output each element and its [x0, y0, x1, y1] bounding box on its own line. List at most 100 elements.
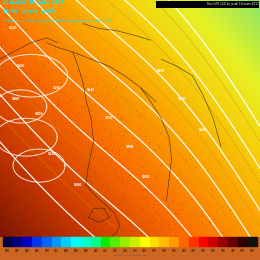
- Point: [35, 97, 39, 101]
- Text: Copyright (c) Piété Météorologie: Copyright (c) Piété Météorologie: [113, 254, 147, 256]
- Point: [44, 161, 48, 165]
- Point: [9, 192, 13, 196]
- Point: [117, 216, 121, 220]
- Point: [161, 197, 165, 201]
- Point: [56, 226, 61, 230]
- Point: [120, 133, 125, 138]
- Point: [83, 159, 87, 163]
- Point: [65, 32, 69, 37]
- Point: [43, 154, 47, 158]
- Point: [56, 179, 60, 183]
- Point: [145, 195, 149, 199]
- Point: [98, 228, 102, 232]
- Point: [32, 186, 36, 190]
- Point: [117, 149, 121, 153]
- Point: [85, 173, 89, 177]
- Point: [119, 197, 123, 201]
- Bar: [199, 237, 209, 246]
- Point: [0, 46, 4, 50]
- Point: [47, 218, 51, 222]
- Bar: [179, 237, 189, 246]
- Point: [40, 108, 44, 113]
- Point: [14, 145, 18, 149]
- Point: [116, 202, 120, 206]
- Point: [119, 225, 123, 229]
- Point: [54, 161, 58, 166]
- Point: [67, 179, 71, 183]
- Point: [28, 71, 32, 75]
- Point: [6, 146, 10, 151]
- Point: [0, 51, 4, 55]
- Point: [116, 112, 120, 116]
- Point: [200, 231, 204, 235]
- Point: [40, 186, 44, 190]
- Point: [13, 210, 17, 214]
- Point: [56, 175, 60, 179]
- Point: [58, 140, 63, 145]
- Point: [188, 157, 192, 161]
- Point: [148, 186, 152, 190]
- Point: [35, 165, 39, 170]
- Point: [10, 163, 15, 167]
- Point: [24, 103, 28, 107]
- Point: [17, 173, 21, 177]
- Point: [53, 148, 57, 153]
- Point: [70, 199, 74, 203]
- Point: [84, 210, 88, 214]
- Point: [52, 194, 56, 198]
- Point: [2, 222, 6, 226]
- Point: [64, 188, 68, 192]
- Point: [83, 133, 87, 138]
- Point: [84, 192, 88, 196]
- Point: [59, 119, 63, 124]
- Point: [85, 119, 89, 123]
- Point: [88, 83, 92, 87]
- Point: [52, 211, 56, 215]
- Point: [62, 167, 67, 171]
- Point: [164, 216, 168, 220]
- Point: [56, 100, 60, 104]
- Point: [22, 62, 26, 66]
- Point: [31, 193, 35, 197]
- Point: [18, 10, 22, 14]
- Point: [15, 93, 20, 97]
- Point: [73, 180, 77, 184]
- Point: [127, 104, 131, 108]
- Point: [29, 131, 33, 135]
- Point: [102, 222, 106, 226]
- Point: [92, 118, 96, 122]
- Point: [1, 220, 5, 225]
- Point: [101, 183, 105, 187]
- Point: [23, 218, 27, 223]
- Point: [99, 122, 103, 126]
- Point: [99, 159, 103, 163]
- Point: [98, 229, 102, 233]
- Point: [15, 139, 19, 143]
- Point: [4, 125, 8, 129]
- Point: [28, 214, 32, 218]
- Point: [0, 104, 3, 108]
- Point: [39, 84, 43, 89]
- Point: [87, 148, 91, 152]
- Point: [87, 145, 91, 149]
- Point: [19, 8, 23, 12]
- Point: [174, 234, 178, 238]
- Point: [38, 185, 42, 189]
- Point: [134, 109, 138, 113]
- Point: [23, 77, 28, 81]
- Point: [103, 63, 107, 67]
- Point: [55, 191, 59, 195]
- Point: [23, 107, 27, 111]
- Point: [44, 197, 49, 201]
- Point: [70, 205, 74, 209]
- Point: [16, 92, 20, 96]
- Point: [69, 178, 73, 182]
- Text: 275: 275: [54, 249, 59, 253]
- Point: [49, 137, 53, 141]
- Point: [87, 165, 92, 169]
- Point: [75, 192, 79, 197]
- Point: [28, 213, 32, 217]
- Point: [16, 86, 20, 90]
- Point: [13, 181, 17, 186]
- Point: [63, 205, 67, 210]
